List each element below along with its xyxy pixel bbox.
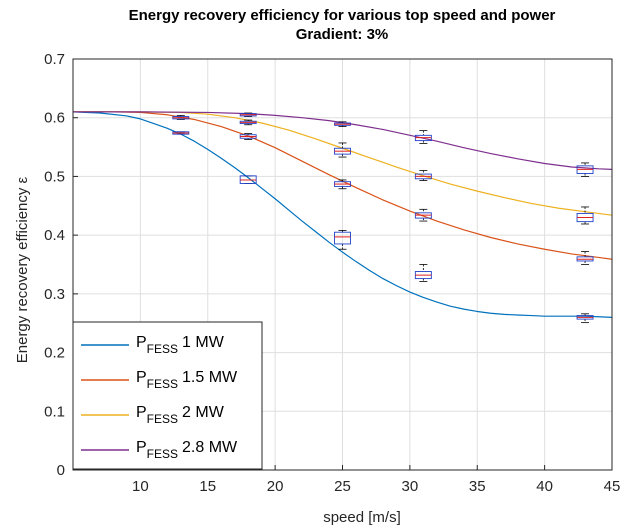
y-tick-label: 0.5 <box>44 168 65 185</box>
x-tick-label: 10 <box>132 478 149 495</box>
boxplot-series-2 <box>239 133 257 140</box>
boxplot-series-1 <box>576 313 594 324</box>
boxplot-series-1 <box>172 131 190 135</box>
y-tick-label: 0.1 <box>44 403 65 420</box>
y-axis-ticks: 0 0.1 0.2 0.3 0.4 0.5 0.6 0.7 <box>44 51 78 479</box>
x-tick-label: 20 <box>267 478 284 495</box>
series-line-3 <box>73 111 613 216</box>
y-tick-label: 0.6 <box>44 110 65 127</box>
legend-box <box>72 321 263 470</box>
y-tick-label: 0.7 <box>44 51 65 68</box>
chart-title: Energy recovery efficiency for various t… <box>129 7 556 24</box>
box <box>334 231 351 245</box>
boxplot-series-2 <box>334 179 351 190</box>
boxplot-series-4 <box>334 121 351 127</box>
y-tick-label: 0.2 <box>44 345 65 362</box>
boxplot-series-2 <box>414 208 432 222</box>
x-tick-label: 40 <box>536 478 553 495</box>
y-axis-label: Energy recovery efficiency ε <box>14 176 31 363</box>
legend-entry-1: PFESS 1 MW <box>81 334 225 356</box>
x-axis-label: speed [m/s] <box>323 509 401 526</box>
boxplot-series-2 <box>172 114 190 120</box>
legend-label: PFESS 2 MW <box>136 404 225 426</box>
boxplot-series-4 <box>576 162 594 177</box>
x-tick-label: 30 <box>402 478 419 495</box>
y-tick-label: 0.4 <box>44 227 65 244</box>
boxplot-series-1 <box>239 175 257 184</box>
boxplot-series-3 <box>239 119 257 126</box>
x-tick-label: 15 <box>199 478 216 495</box>
chart-subtitle: Gradient: 3% <box>296 26 389 43</box>
x-tick-label: 45 <box>604 478 621 495</box>
series-line-1 <box>72 111 613 318</box>
boxplot-series-4 <box>239 112 257 117</box>
boxplot-series-3 <box>576 206 594 225</box>
boxplot-series-1 <box>414 264 432 282</box>
legend-label: PFESS 2.8 MW <box>136 439 238 461</box>
legend-entry-4: PFESS 2.8 MW <box>81 439 238 461</box>
x-tick-label: 25 <box>334 478 351 495</box>
legend-label: PFESS 1.5 MW <box>136 369 238 391</box>
boxplot-series-3 <box>414 170 432 181</box>
x-tick-label: 35 <box>469 478 486 495</box>
legend-label: PFESS 1 MW <box>136 334 225 356</box>
y-tick-label: 0.3 <box>44 286 65 303</box>
boxplot-series-2 <box>576 251 594 265</box>
x-axis-ticks: 10 15 20 25 30 35 40 45 <box>132 465 620 495</box>
boxplot-series-1 <box>334 230 351 250</box>
boxplot-series-4 <box>414 130 432 144</box>
boxplot-layer <box>172 112 594 324</box>
legend: PFESS 1 MW PFESS 1.5 MW PFESS 2 MW PFESS 2.8 MW <box>72 321 263 470</box>
legend-entry-2: PFESS 1.5 MW <box>81 369 238 391</box>
y-tick-label: 0 <box>57 462 65 479</box>
boxplot-series-3 <box>334 142 351 158</box>
legend-entry-3: PFESS 2 MW <box>81 404 225 426</box>
